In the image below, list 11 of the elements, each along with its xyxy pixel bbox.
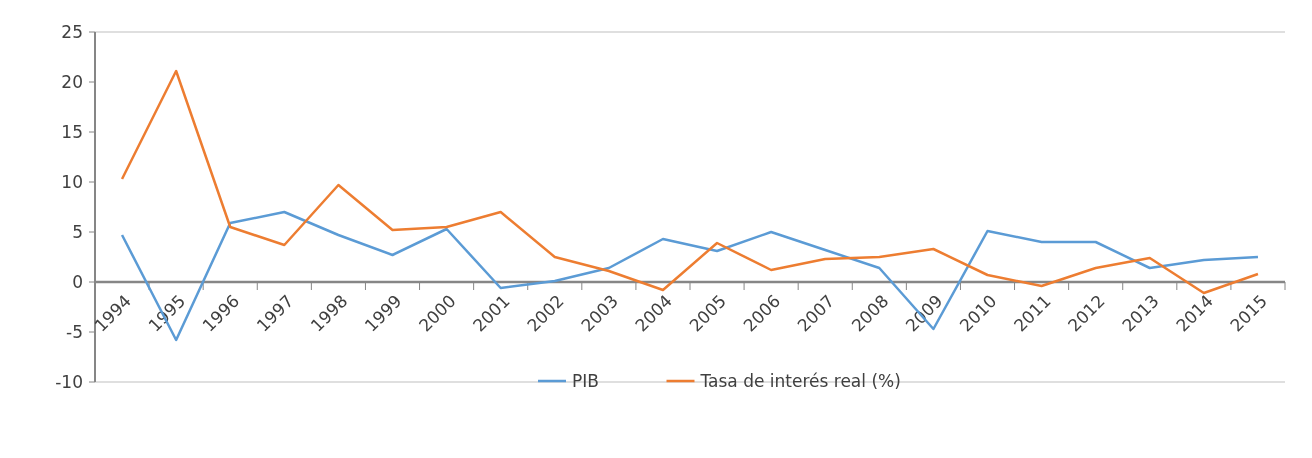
y-tick-label: 20 <box>61 71 83 92</box>
y-tick-label: 25 <box>61 21 83 42</box>
legend-label: Tasa de interés real (%) <box>699 370 901 391</box>
y-tick-label: 10 <box>61 171 83 192</box>
y-tick-label: 15 <box>61 121 83 142</box>
y-tick-label: -10 <box>55 371 83 392</box>
y-tick-label: -5 <box>66 321 83 342</box>
line-series <box>120 69 1260 295</box>
legend-label: PIB <box>572 370 599 391</box>
y-tick-label: 0 <box>72 271 83 292</box>
y-tick-label: 5 <box>72 221 83 242</box>
